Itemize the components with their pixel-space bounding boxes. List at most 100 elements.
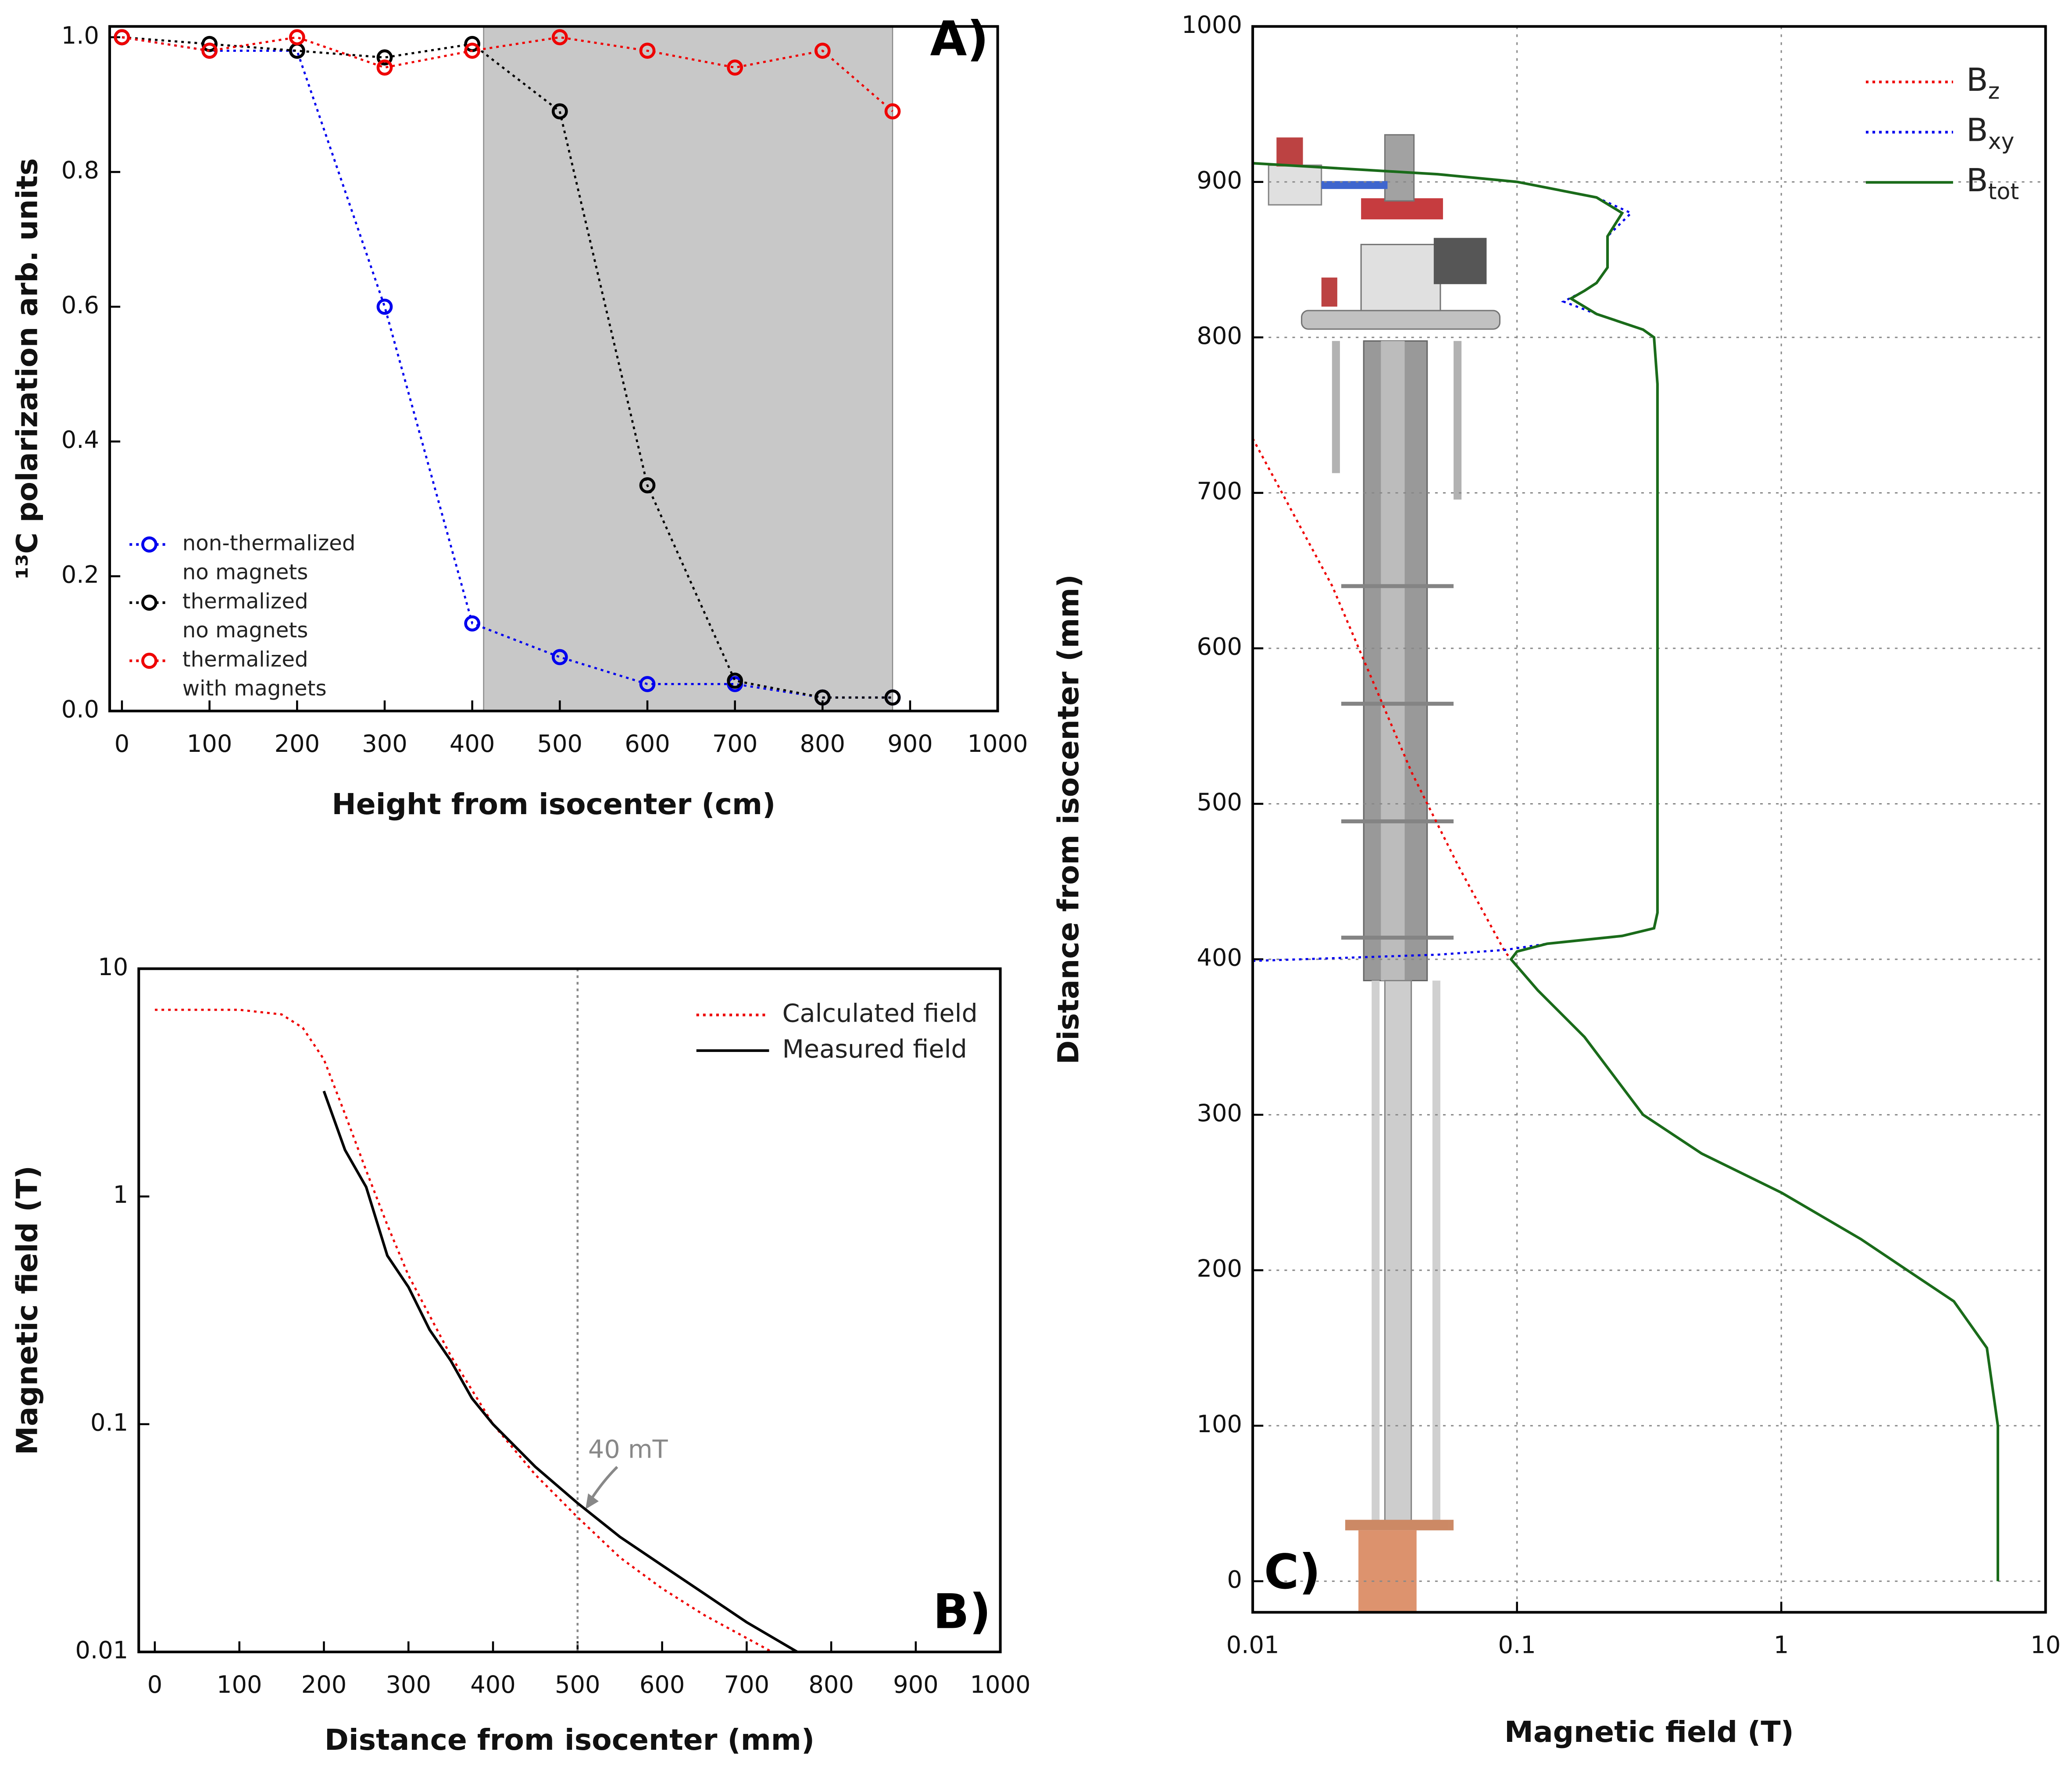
x-tick-label: 100 <box>187 730 232 758</box>
x-tick-label: 0 <box>114 730 129 758</box>
y-tick-label: 0.6 <box>61 291 99 319</box>
legend-marker <box>141 594 157 611</box>
data-point <box>376 298 393 315</box>
x-tick-label: 600 <box>625 730 670 758</box>
x-tick-label: 200 <box>301 1671 347 1698</box>
apparatus-drawing <box>1268 134 1500 1612</box>
y-tick-label: 1.0 <box>61 21 99 49</box>
y-tick-label: 0.4 <box>61 426 99 454</box>
legend-label: thermalized no magnets <box>182 589 308 643</box>
y-axis-title: ¹³C polarization arb. units <box>10 158 44 579</box>
x-tick-label: 0.01 <box>1226 1631 1279 1659</box>
y-tick-label: 900 <box>1197 166 1242 194</box>
annotation: 40 mT <box>588 1435 668 1464</box>
data-point <box>114 29 130 46</box>
y-tick-label: 0.1 <box>90 1409 128 1436</box>
y-tick-label: 0.01 <box>75 1637 129 1664</box>
y-tick-label: 0.0 <box>61 696 99 723</box>
x-axis-title: Magnetic field (T) <box>1504 1715 1794 1749</box>
data-point <box>289 29 305 46</box>
series-line <box>322 1090 798 1653</box>
data-point <box>551 29 568 46</box>
legend-label: non-thermalized no magnets <box>182 531 356 584</box>
series-line <box>1251 438 1512 960</box>
legend-label: Measured field <box>782 1035 967 1064</box>
y-tick-label: 100 <box>1197 1410 1242 1438</box>
shaded-region <box>483 26 893 712</box>
x-axis-title: Height from isocenter (cm) <box>332 787 775 821</box>
y-tick-label: 0 <box>1227 1566 1242 1593</box>
x-tick-label: 500 <box>555 1671 600 1698</box>
plot-frame <box>137 967 1002 1653</box>
panel-label: C) <box>1264 1544 1321 1600</box>
y-tick-label: 400 <box>1197 944 1242 972</box>
series-line <box>121 36 893 699</box>
x-tick-label: 1 <box>1774 1631 1789 1659</box>
x-tick-label: 10 <box>2030 1631 2061 1659</box>
series-line <box>155 1008 773 1653</box>
y-tick-label: 1000 <box>1182 11 1242 39</box>
legend-label: Bxy <box>1966 112 2015 154</box>
x-tick-label: 400 <box>470 1671 516 1698</box>
plot-frame <box>1251 25 2047 1614</box>
data-point <box>884 689 901 706</box>
plot-frame <box>108 25 999 712</box>
data-point <box>814 689 831 706</box>
x-tick-label: 900 <box>893 1671 939 1698</box>
data-point <box>464 615 481 632</box>
series-line <box>121 36 893 112</box>
x-tick-label: 700 <box>712 730 758 758</box>
x-tick-label: 0 <box>147 1671 163 1698</box>
y-tick-label: 200 <box>1197 1255 1242 1282</box>
y-tick-label: 10 <box>98 953 128 981</box>
series-line <box>1252 162 1999 1581</box>
data-point <box>551 103 568 120</box>
x-tick-label: 800 <box>808 1671 854 1698</box>
data-point <box>376 49 393 66</box>
panel-label: A) <box>930 11 989 67</box>
legend-marker <box>141 536 157 553</box>
y-tick-label: 500 <box>1197 788 1242 816</box>
y-tick-label: 0.2 <box>61 561 99 588</box>
data-point <box>376 59 393 76</box>
y-tick-label: 600 <box>1197 633 1242 661</box>
x-axis-title: Distance from isocenter (mm) <box>325 1723 815 1757</box>
y-axis-title: Distance from isocenter (mm) <box>1051 574 1085 1064</box>
x-tick-label: 1000 <box>968 730 1028 758</box>
x-tick-label: 400 <box>450 730 495 758</box>
annotation-arrowhead <box>585 1493 599 1509</box>
data-point <box>464 43 481 59</box>
x-tick-label: 500 <box>537 730 583 758</box>
data-point <box>639 477 656 493</box>
data-point <box>727 59 743 76</box>
x-tick-label: 700 <box>724 1671 770 1698</box>
x-tick-label: 1000 <box>970 1671 1031 1698</box>
legend-label: thermalized with magnets <box>182 647 327 701</box>
y-tick-label: 800 <box>1197 322 1242 350</box>
data-point <box>639 43 656 59</box>
panel-label: B) <box>933 1584 991 1639</box>
data-point <box>551 649 568 665</box>
data-point <box>727 672 743 689</box>
legend-label: Btot <box>1966 162 2019 204</box>
x-tick-label: 900 <box>887 730 933 758</box>
data-point <box>201 36 218 52</box>
x-tick-label: 0.1 <box>1498 1631 1536 1659</box>
x-tick-label: 300 <box>362 730 407 758</box>
legend-label: Bz <box>1966 62 2000 104</box>
y-tick-label: 300 <box>1197 1099 1242 1127</box>
x-tick-label: 100 <box>217 1671 262 1698</box>
legend-label: Calculated field <box>782 999 978 1028</box>
y-tick-label: 0.8 <box>61 157 99 184</box>
data-point <box>884 103 901 120</box>
y-tick-label: 700 <box>1197 477 1242 505</box>
x-tick-label: 800 <box>800 730 846 758</box>
data-point <box>639 676 656 692</box>
legend-marker <box>141 653 157 669</box>
data-point <box>814 43 831 59</box>
data-point <box>201 43 218 59</box>
x-tick-label: 200 <box>275 730 320 758</box>
y-tick-label: 1 <box>113 1181 128 1208</box>
